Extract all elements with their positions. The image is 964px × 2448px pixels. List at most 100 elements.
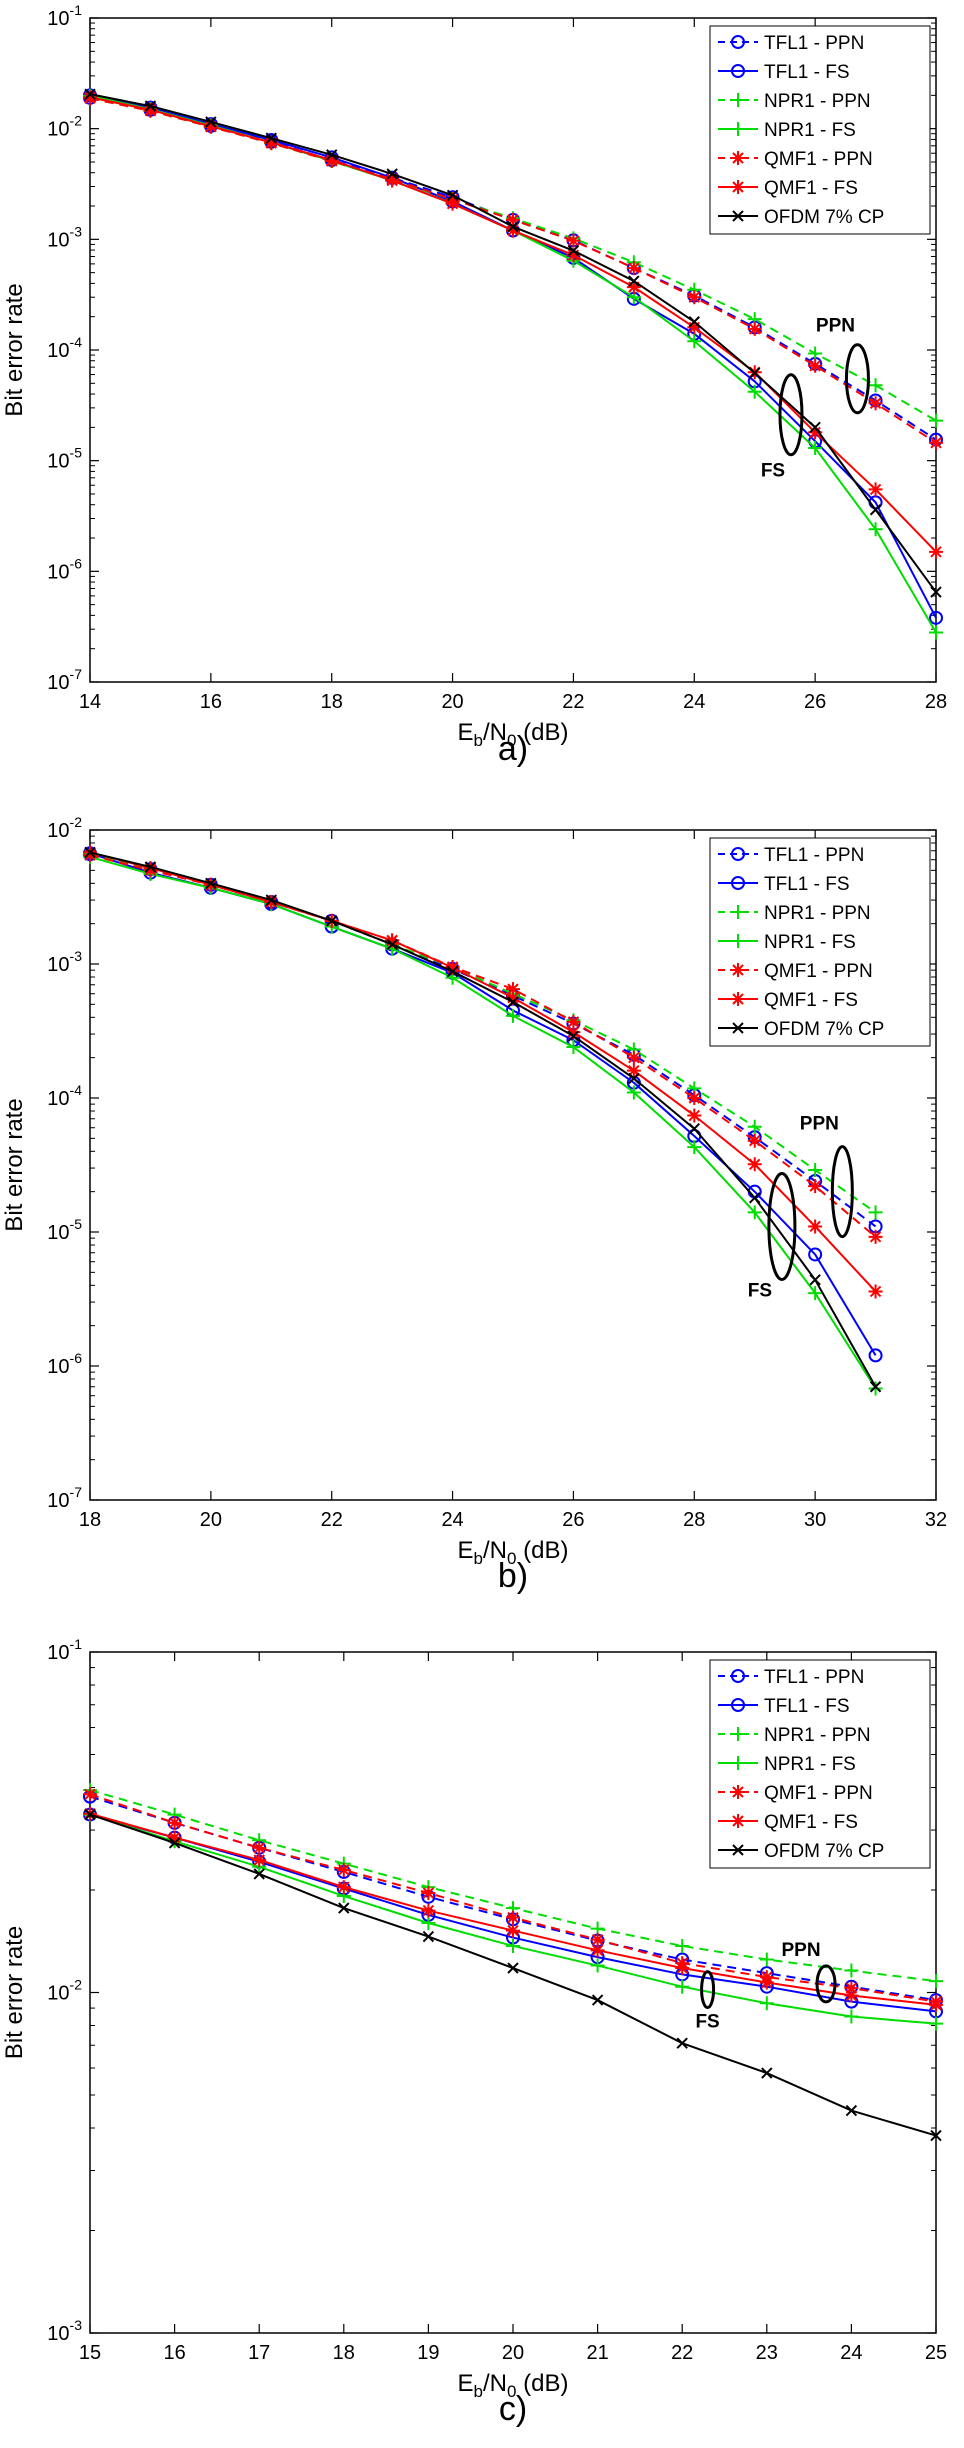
data-point xyxy=(326,149,338,161)
legend-marker xyxy=(731,122,745,136)
data-point xyxy=(167,1815,182,1830)
x-tick-label: 22 xyxy=(321,1509,343,1531)
legend-entry: QMF1 - PPN xyxy=(764,961,873,982)
x-tick-label: 14 xyxy=(79,691,101,713)
annotation-label: FS xyxy=(748,1280,772,1301)
data-point xyxy=(167,1830,182,1845)
legend-marker xyxy=(732,1844,744,1856)
data-point xyxy=(844,1981,859,1996)
data-point xyxy=(506,1938,520,1953)
data-point xyxy=(336,1880,351,1895)
data-point xyxy=(759,1952,774,1967)
legend-entry: QMF1 - PPN xyxy=(764,1783,873,1804)
data-point xyxy=(566,1014,581,1029)
data-point xyxy=(687,320,702,335)
data-point xyxy=(844,1988,859,2003)
data-point xyxy=(252,1840,267,1855)
legend-entry: TFL1 - PPN xyxy=(764,845,864,866)
data-point xyxy=(626,1050,641,1065)
legend-entry: QMF1 - FS xyxy=(764,178,858,199)
data-point xyxy=(590,1958,605,1973)
annotation-label: FS xyxy=(761,461,785,482)
data-point xyxy=(385,933,400,948)
y-tick-label: 10-6 xyxy=(47,555,82,583)
series-line xyxy=(89,854,877,1238)
x-tick-label: 18 xyxy=(321,691,343,713)
data-point xyxy=(675,1938,690,1953)
data-point xyxy=(203,877,218,892)
data-point xyxy=(83,1787,97,1802)
y-tick-label: 10-1 xyxy=(47,2,82,30)
data-point xyxy=(566,1040,581,1055)
data-point xyxy=(205,877,217,890)
x-tick-label: 26 xyxy=(804,691,826,713)
annotation-label: PPN xyxy=(781,1940,820,1961)
data-point xyxy=(422,1930,435,1943)
x-tick-label: 16 xyxy=(163,2342,185,2364)
y-tick-label: 10-2 xyxy=(47,1977,82,2005)
data-point xyxy=(868,522,883,537)
series-line xyxy=(89,851,877,1293)
legend-entry: QMF1 - FS xyxy=(764,1812,858,1833)
data-point xyxy=(676,2037,688,2049)
data-point xyxy=(869,504,882,516)
panel-caption: a) xyxy=(498,730,528,768)
y-tick-label: 10-2 xyxy=(47,814,82,842)
series-ofdm-7-cp xyxy=(84,88,942,598)
legend-entry: NPR1 - PPN xyxy=(764,1725,871,1746)
x-axis-label: Eb/N0 (dB) xyxy=(458,719,569,750)
data-point xyxy=(929,435,943,450)
data-point xyxy=(326,915,338,927)
data-point xyxy=(844,1963,859,1978)
data-point xyxy=(929,413,943,428)
data-point xyxy=(446,189,459,202)
data-point xyxy=(205,116,217,128)
data-point xyxy=(809,421,821,434)
data-point xyxy=(566,248,581,263)
data-point xyxy=(264,135,279,150)
data-point xyxy=(747,1119,762,1134)
y-tick-label: 10-3 xyxy=(47,2317,82,2345)
legend-marker xyxy=(731,35,745,49)
data-point xyxy=(144,100,157,112)
series-line xyxy=(89,851,877,1388)
data-point xyxy=(506,1923,520,1938)
y-tick-label: 10-7 xyxy=(47,1484,82,1512)
data-point xyxy=(868,1205,883,1220)
x-tick-label: 25 xyxy=(925,2342,947,2364)
data-point xyxy=(868,1284,883,1299)
data-point xyxy=(446,965,459,978)
data-point xyxy=(749,367,761,379)
legend-entry: TFL1 - FS xyxy=(764,62,850,83)
data-point xyxy=(421,1903,436,1918)
y-tick-label: 10-1 xyxy=(47,1636,82,1664)
data-point xyxy=(929,544,943,559)
data-point xyxy=(808,1247,823,1262)
y-axis-label: Bit error rate xyxy=(1,1926,28,2059)
chart-panel-3: 15 16 17 18 19 20 21 22 23 24 25 10-3 10-2 10-1 Bit er… xyxy=(1,1636,947,2428)
data-point xyxy=(868,1229,883,1244)
legend-entry: NPR1 - FS xyxy=(764,1754,856,1775)
annotation-label: PPN xyxy=(800,1114,839,1135)
y-tick-label: 10-3 xyxy=(47,948,82,976)
data-point xyxy=(626,1063,641,1078)
legend-entry: NPR1 - PPN xyxy=(764,903,871,924)
data-point xyxy=(386,938,398,951)
data-point xyxy=(203,119,218,134)
y-tick-label: 10-3 xyxy=(47,223,82,251)
data-point xyxy=(144,861,157,873)
data-point xyxy=(566,233,581,248)
annotation-ellipse xyxy=(844,343,870,415)
x-tick-label: 18 xyxy=(79,1509,101,1531)
legend-marker xyxy=(731,1756,745,1770)
series-qmf1-fs xyxy=(83,90,943,559)
data-point xyxy=(687,334,702,349)
data-point xyxy=(687,290,702,305)
x-tick-label: 28 xyxy=(925,691,947,713)
data-point xyxy=(747,321,762,336)
legend-entry: TFL1 - PPN xyxy=(764,33,864,54)
data-point xyxy=(845,2104,858,2117)
x-tick-label: 23 xyxy=(756,2342,778,2364)
data-point xyxy=(83,90,97,105)
legend-entry: QMF1 - FS xyxy=(764,990,858,1011)
